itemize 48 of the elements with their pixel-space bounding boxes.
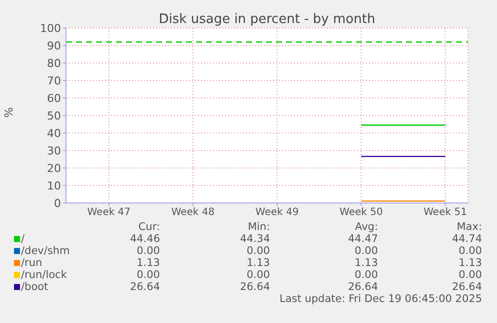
text: Avg: xyxy=(355,221,378,233)
y-tick-label: 40 xyxy=(47,126,61,140)
y-tick-label: 20 xyxy=(47,162,61,175)
text: 0.00 xyxy=(136,269,160,281)
text: 26.64 xyxy=(240,281,270,293)
text: 44.34 xyxy=(240,233,270,245)
text: Last update: Fri Dec 19 06:45:00 2025 xyxy=(278,293,483,305)
text: 0.00 xyxy=(246,269,270,281)
y-tick-label: 30 xyxy=(47,144,61,158)
y-tick-label: 10 xyxy=(47,179,61,192)
y-tick-label: 50 xyxy=(47,109,61,122)
y-tick-label: 60 xyxy=(47,92,61,105)
y-tick-label: 0 xyxy=(54,196,61,210)
y-tick-label: 70 xyxy=(47,74,61,88)
legend-label: /dev/shm xyxy=(21,245,70,257)
legend-label: /boot xyxy=(21,281,48,293)
x-tick-label: Week 49 xyxy=(255,207,299,218)
x-tick-label: Week 48 xyxy=(171,207,215,218)
text: 0.00 xyxy=(354,245,378,257)
text: 1.13 xyxy=(458,257,482,269)
text: 0.00 xyxy=(136,245,160,257)
y-axis-title: % xyxy=(2,107,16,118)
text: 0.00 xyxy=(354,269,378,281)
text: 0.00 xyxy=(458,269,482,281)
text: 44.46 xyxy=(130,233,160,245)
text: 44.74 xyxy=(452,233,482,245)
text: 0.00 xyxy=(246,245,270,257)
x-tick-label: Week 51 xyxy=(424,207,467,218)
text: 26.64 xyxy=(452,281,482,293)
legend-label: /run/lock xyxy=(21,269,67,281)
text: 1.13 xyxy=(246,257,270,269)
x-tick-label: Week 47 xyxy=(87,207,131,218)
legend-label: /run xyxy=(21,257,42,269)
text: Max: xyxy=(456,221,482,233)
chart-title: Disk usage in percent - by month xyxy=(158,12,376,27)
y-tick-label: 80 xyxy=(47,56,61,70)
text: 1.13 xyxy=(136,257,160,269)
text: Min: xyxy=(248,221,270,233)
legend-label: / xyxy=(21,233,25,245)
text: 44.47 xyxy=(348,233,378,245)
text: 26.64 xyxy=(348,281,378,293)
text: 1.13 xyxy=(354,257,378,269)
text: Cur: xyxy=(138,221,160,233)
text: 0.00 xyxy=(458,245,482,257)
y-tick-label: 90 xyxy=(47,39,61,52)
x-tick-label: Week 50 xyxy=(340,207,383,218)
text: 26.64 xyxy=(130,281,160,293)
y-tick-label: 100 xyxy=(40,22,61,35)
